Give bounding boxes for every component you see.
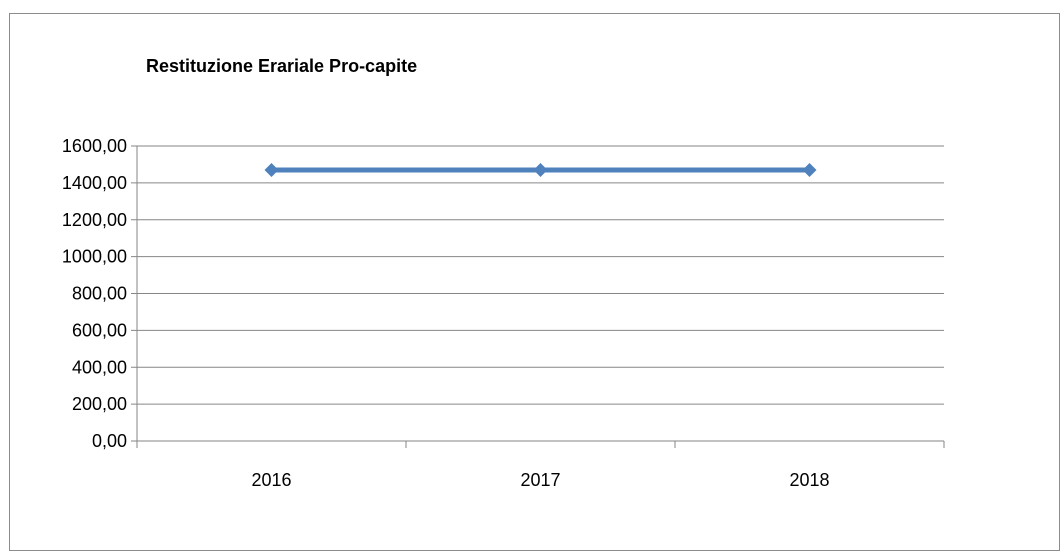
y-tick-label-4: 800,00 bbox=[72, 284, 127, 304]
data-point-2018 bbox=[802, 162, 817, 177]
y-tick-label-2: 400,00 bbox=[72, 357, 127, 377]
data-point-2017 bbox=[533, 162, 548, 177]
y-tick-label-3: 600,00 bbox=[72, 320, 127, 340]
x-axis bbox=[136, 146, 945, 448]
y-tick-label-5: 1000,00 bbox=[62, 247, 127, 267]
data-point-2016 bbox=[264, 162, 279, 177]
chart-frame bbox=[9, 13, 1060, 551]
chart-title: Restituzione Erariale Pro-capite bbox=[146, 56, 417, 76]
y-tick-label-1: 200,00 bbox=[72, 394, 127, 414]
y-tick-label-7: 1400,00 bbox=[62, 173, 127, 193]
x-tick-label-2018: 2018 bbox=[789, 470, 829, 490]
y-axis-tick-labels: 0,00 200,00 400,00 600,00 800,00 1000,00 1200,… bbox=[62, 136, 127, 451]
x-axis-tick-labels: 2016 2017 2018 bbox=[251, 470, 829, 490]
series-group bbox=[264, 162, 817, 177]
y-tick-label-6: 1200,00 bbox=[62, 210, 127, 230]
x-tick-label-2017: 2017 bbox=[520, 470, 560, 490]
x-tick-label-2016: 2016 bbox=[251, 470, 291, 490]
y-tick-label-0: 0,00 bbox=[92, 431, 127, 451]
y-tick-label-8: 1600,00 bbox=[62, 136, 127, 156]
gridlines bbox=[131, 145, 944, 442]
